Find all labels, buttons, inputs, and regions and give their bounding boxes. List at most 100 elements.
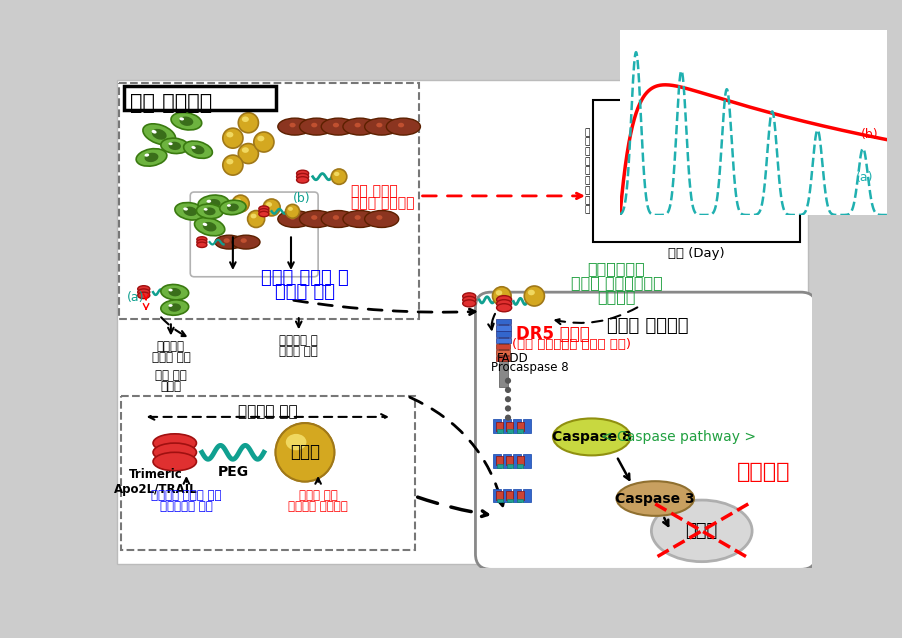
Bar: [497, 498, 502, 502]
Ellipse shape: [364, 118, 399, 135]
Text: 관절염 유발: 관절염 유발: [299, 489, 337, 501]
Ellipse shape: [334, 172, 339, 176]
Text: 알부민: 알부민: [290, 443, 320, 461]
FancyBboxPatch shape: [190, 192, 318, 277]
Bar: [495, 344, 510, 349]
Text: FADD: FADD: [497, 352, 529, 365]
Text: 반감기: 반감기: [161, 380, 181, 393]
Bar: [517, 422, 523, 431]
Bar: [497, 429, 502, 433]
Ellipse shape: [651, 500, 752, 561]
Ellipse shape: [144, 152, 159, 162]
Bar: [492, 489, 501, 502]
Bar: [502, 419, 511, 433]
Text: Caspase 8: Caspase 8: [552, 430, 631, 444]
Ellipse shape: [169, 304, 172, 307]
Ellipse shape: [257, 136, 264, 141]
Ellipse shape: [207, 200, 211, 203]
Text: (b): (b): [292, 192, 310, 205]
Ellipse shape: [241, 238, 247, 243]
Text: Trimeric
Apo2L/TRAIL: Trimeric Apo2L/TRAIL: [114, 468, 198, 496]
Ellipse shape: [183, 207, 198, 216]
Bar: [502, 489, 511, 502]
Ellipse shape: [179, 117, 184, 121]
Bar: [518, 429, 523, 433]
Bar: [523, 489, 531, 502]
Ellipse shape: [497, 295, 511, 304]
Ellipse shape: [297, 174, 308, 180]
Ellipse shape: [161, 300, 189, 315]
Text: (a): (a): [126, 291, 144, 304]
Text: 내
서
메
일
지
조
제
농
도: 내 서 메 일 지 조 제 농 도: [584, 128, 590, 214]
Text: 염증세포 내: 염증세포 내: [280, 334, 318, 346]
Ellipse shape: [497, 304, 511, 312]
Ellipse shape: [299, 118, 334, 135]
Ellipse shape: [232, 235, 260, 249]
Ellipse shape: [505, 396, 511, 403]
Ellipse shape: [220, 200, 246, 215]
Ellipse shape: [463, 297, 475, 303]
Text: 자가사망: 자가사망: [597, 289, 636, 304]
Ellipse shape: [505, 378, 511, 384]
Ellipse shape: [235, 198, 241, 203]
Ellipse shape: [463, 300, 475, 307]
Bar: [499, 322, 508, 387]
Ellipse shape: [266, 202, 272, 207]
Ellipse shape: [242, 117, 249, 122]
Ellipse shape: [224, 238, 230, 243]
Ellipse shape: [153, 434, 197, 452]
Ellipse shape: [311, 122, 318, 128]
Ellipse shape: [333, 215, 339, 219]
Ellipse shape: [331, 169, 346, 184]
Bar: [594, 100, 800, 242]
Text: < Caspase pathway >: < Caspase pathway >: [601, 430, 756, 444]
Ellipse shape: [290, 122, 296, 128]
Ellipse shape: [226, 132, 234, 137]
FancyBboxPatch shape: [475, 292, 816, 569]
Bar: [124, 85, 275, 110]
Ellipse shape: [297, 170, 308, 177]
Ellipse shape: [238, 144, 259, 163]
Ellipse shape: [321, 211, 355, 228]
Ellipse shape: [161, 285, 189, 300]
Ellipse shape: [207, 199, 220, 208]
Text: 세포핵: 세포핵: [686, 522, 718, 540]
Bar: [495, 325, 511, 330]
Ellipse shape: [288, 207, 293, 211]
Ellipse shape: [286, 434, 307, 450]
Ellipse shape: [311, 215, 318, 219]
Text: 과절 염증조직: 과절 염증조직: [130, 93, 212, 113]
Ellipse shape: [169, 304, 181, 312]
Ellipse shape: [238, 113, 259, 133]
Bar: [492, 454, 501, 468]
Ellipse shape: [152, 130, 157, 133]
Text: 비정상적 관절염 세포: 비정상적 관절염 세포: [152, 489, 222, 501]
Ellipse shape: [223, 155, 243, 175]
Ellipse shape: [275, 423, 335, 482]
Ellipse shape: [169, 142, 181, 150]
Ellipse shape: [263, 199, 281, 216]
Ellipse shape: [299, 211, 334, 228]
Ellipse shape: [227, 204, 239, 211]
Text: Caspase 3: Caspase 3: [615, 491, 695, 505]
Ellipse shape: [183, 207, 188, 211]
Ellipse shape: [376, 215, 382, 219]
Ellipse shape: [463, 293, 475, 300]
Ellipse shape: [169, 288, 181, 296]
Ellipse shape: [333, 122, 339, 128]
Bar: [495, 338, 511, 343]
Text: 장기간 저류: 장기간 저류: [280, 345, 318, 357]
Ellipse shape: [524, 286, 545, 306]
Ellipse shape: [191, 145, 205, 154]
Ellipse shape: [290, 215, 296, 219]
Text: 분자크기 증가: 분자크기 증가: [238, 404, 298, 419]
Text: 이용한 관절염증세포: 이용한 관절염증세포: [571, 275, 662, 290]
Ellipse shape: [278, 211, 312, 228]
Bar: [523, 454, 531, 468]
Ellipse shape: [232, 195, 249, 212]
Ellipse shape: [143, 124, 176, 145]
Text: 자가사망: 자가사망: [737, 461, 790, 482]
Ellipse shape: [496, 290, 502, 295]
Ellipse shape: [136, 149, 167, 166]
Ellipse shape: [203, 223, 207, 226]
